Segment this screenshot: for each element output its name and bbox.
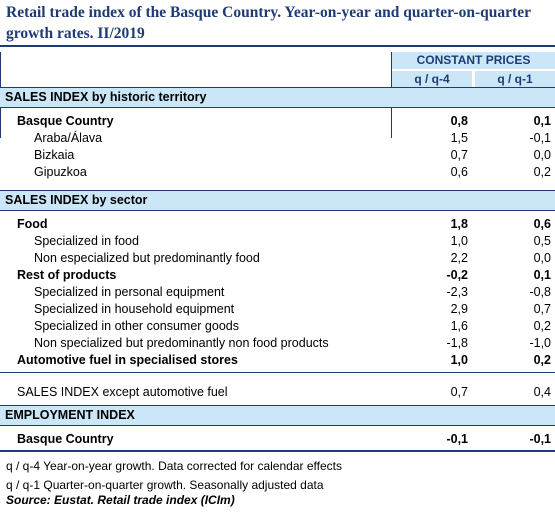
section-title: SALES INDEX by sector bbox=[5, 193, 148, 207]
value-qoq: -0,1 bbox=[529, 131, 551, 145]
value-qoq: 0,1 bbox=[533, 268, 551, 282]
value-yoy: 1,6 bbox=[450, 319, 468, 333]
header-col-qoq: q / q-1 bbox=[475, 71, 555, 87]
value-yoy: 0,8 bbox=[450, 114, 468, 128]
footnote-qoq: q / q-1 Quarter-on-quarter growth. Seaso… bbox=[6, 478, 324, 492]
row-label: Basque Country bbox=[17, 114, 114, 128]
row-label: Specialized in household equipment bbox=[34, 302, 235, 316]
value-qoq: 0,0 bbox=[533, 251, 551, 265]
row-label: Basque Country bbox=[17, 432, 114, 446]
row-label: Automotive fuel in specialised stores bbox=[17, 353, 238, 367]
page-title: Retail trade index of the Basque Country… bbox=[6, 4, 531, 42]
value-yoy: 0,7 bbox=[450, 148, 468, 162]
row-label: Bizkaia bbox=[34, 148, 75, 162]
row-label: Araba/Álava bbox=[34, 131, 103, 145]
section-title: SALES INDEX by historic territory bbox=[5, 90, 207, 104]
value-yoy: -2,3 bbox=[446, 285, 468, 299]
value-yoy: 0,7 bbox=[450, 385, 468, 399]
row-label: Specialized in food bbox=[34, 234, 139, 248]
row-label: Specialized in personal equipment bbox=[34, 285, 225, 299]
section-sector: SALES INDEX by sector bbox=[0, 190, 555, 211]
value-yoy: 1,5 bbox=[450, 131, 468, 145]
header-col-yoy: q / q-4 bbox=[392, 71, 472, 87]
value-qoq: -0,8 bbox=[529, 285, 551, 299]
value-yoy: 2,2 bbox=[450, 251, 468, 265]
header-constant-prices: CONSTANT PRICES bbox=[392, 52, 555, 69]
row-label: Gipuzkoa bbox=[34, 165, 87, 179]
value-yoy: -0,2 bbox=[446, 268, 468, 282]
value-qoq: 0,2 bbox=[533, 165, 551, 179]
value-qoq: 0,5 bbox=[533, 234, 551, 248]
value-yoy: 0,6 bbox=[450, 165, 468, 179]
value-yoy: 1,0 bbox=[450, 234, 468, 248]
row-label: Non especialized but predominantly food bbox=[34, 251, 260, 265]
value-qoq: 0,2 bbox=[533, 353, 551, 367]
section-historic-territory: SALES INDEX by historic territory bbox=[0, 87, 555, 108]
row-label: Food bbox=[17, 217, 48, 231]
value-qoq: 0,2 bbox=[533, 319, 551, 333]
value-yoy: 1,0 bbox=[450, 353, 468, 367]
value-yoy: -0,1 bbox=[446, 432, 468, 446]
value-qoq: 0,1 bbox=[533, 114, 551, 128]
section-title: EMPLOYMENT INDEX bbox=[5, 408, 135, 422]
section-employment: EMPLOYMENT INDEX bbox=[0, 405, 555, 426]
value-qoq: 0,6 bbox=[533, 217, 551, 231]
row-divider bbox=[0, 372, 555, 373]
source-note: Source: Eustat. Retail trade index (ICIm… bbox=[6, 493, 235, 507]
title-divider bbox=[0, 45, 555, 47]
row-label: Non specialized but predominantly non fo… bbox=[34, 336, 329, 350]
row-label: Rest of products bbox=[17, 268, 117, 282]
value-qoq: -0,1 bbox=[529, 432, 551, 446]
value-yoy: 2,9 bbox=[450, 302, 468, 316]
row-label: Specialized in other consumer goods bbox=[34, 319, 239, 333]
value-qoq: -1,0 bbox=[529, 336, 551, 350]
footnote-yoy: q / q-4 Year-on-year growth. Data correc… bbox=[6, 459, 342, 473]
value-qoq: 0,7 bbox=[533, 302, 551, 316]
value-qoq: 0,0 bbox=[533, 148, 551, 162]
row-label: SALES INDEX except automotive fuel bbox=[17, 385, 228, 399]
value-yoy: -1,8 bbox=[446, 336, 468, 350]
value-yoy: 1,8 bbox=[450, 217, 468, 231]
value-qoq: 0,4 bbox=[533, 385, 551, 399]
table-bottom-rule bbox=[0, 450, 555, 452]
